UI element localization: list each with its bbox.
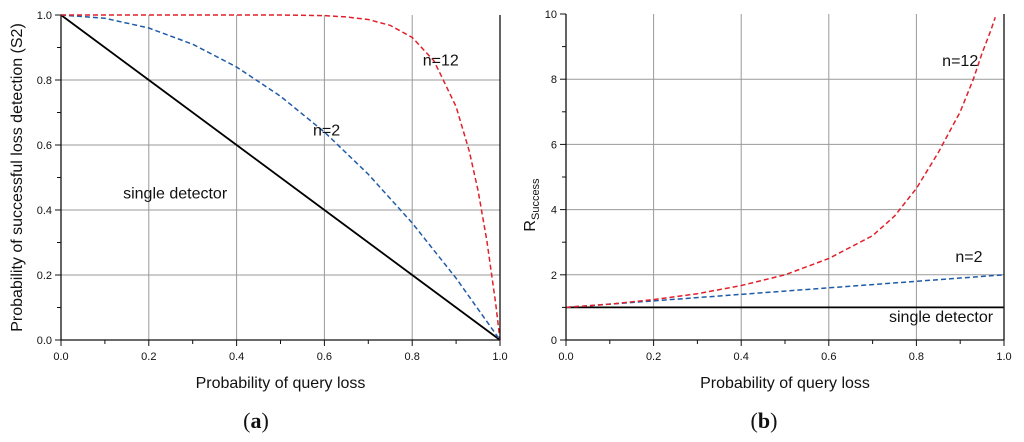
- y-axis-title-subscript: Success: [530, 178, 542, 220]
- x-axis-title: Probability of query loss: [700, 375, 870, 392]
- chart-panel-a: 0.0 0.2 0.4 0.6 0.8 1.0 0.0 0.2 0.4 0.6 0.8 1.0 Prob…: [9, 10, 508, 433]
- annotation-single: single detector: [889, 309, 994, 326]
- y-axis-title: Probability of successful loss detection…: [9, 23, 26, 332]
- x-tick-label: 0.2: [646, 351, 661, 363]
- annotation-n2: n=2: [313, 122, 340, 139]
- series-line-n12: [565, 17, 996, 309]
- x-tick-label: 0.0: [558, 351, 573, 363]
- panel-label-close: ): [770, 408, 777, 433]
- x-axis-title: Probability of query loss: [196, 375, 366, 392]
- y-tick-label: 0.2: [37, 270, 52, 282]
- x-tick-label: 0.6: [317, 351, 332, 363]
- x-tick-label: 0.0: [53, 351, 68, 363]
- panel-label: (b): [751, 408, 778, 433]
- x-tick-label: 1.0: [492, 351, 507, 363]
- y-tick-label: 8: [551, 74, 557, 86]
- annotation-n12: n=12: [942, 53, 978, 70]
- y-axis-title-main: R: [522, 220, 539, 232]
- panel-label: (a): [243, 408, 269, 433]
- y-tick-label: 10: [545, 9, 557, 21]
- x-tick-label: 0.4: [229, 351, 244, 363]
- series-line-n2: [60, 14, 501, 341]
- x-tick-label: 0.8: [909, 351, 924, 363]
- x-tick-label: 0.6: [821, 351, 836, 363]
- series-line-single-detector: [60, 14, 501, 341]
- x-tick-label: 1.0: [996, 351, 1011, 363]
- annotation-single: single detector: [123, 186, 228, 203]
- y-tick-label: 4: [551, 205, 557, 217]
- annotation-n12: n=12: [423, 52, 459, 69]
- x-tick-label: 0.2: [141, 351, 156, 363]
- y-tick-label: 0.6: [37, 140, 52, 152]
- x-tick-label: 0.8: [405, 351, 420, 363]
- y-tick-label: 0: [551, 335, 557, 347]
- y-tick-label: 2: [551, 270, 557, 282]
- annotation-n2: n=2: [955, 249, 982, 266]
- x-tick-label: 0.4: [734, 351, 749, 363]
- chart-panel-b: 0.0 0.2 0.4 0.6 0.8 1.0 0 2 4 6 8 10 Probability of …: [522, 9, 1012, 433]
- series-line-n2: [565, 274, 1005, 309]
- panel-label-open: (: [243, 408, 250, 433]
- y-tick-label: 1.0: [37, 10, 52, 22]
- y-tick-label: 6: [551, 139, 557, 151]
- panel-label-close: ): [262, 408, 269, 433]
- y-tick-label: 0.8: [37, 75, 52, 87]
- y-tick-label: 0.0: [37, 335, 52, 347]
- panel-label-letter: a: [251, 408, 262, 433]
- y-axis-title: RSuccess: [522, 178, 542, 232]
- panel-label-open: (: [751, 408, 758, 433]
- y-tick-label: 0.4: [37, 205, 52, 217]
- panel-label-letter: b: [758, 408, 770, 433]
